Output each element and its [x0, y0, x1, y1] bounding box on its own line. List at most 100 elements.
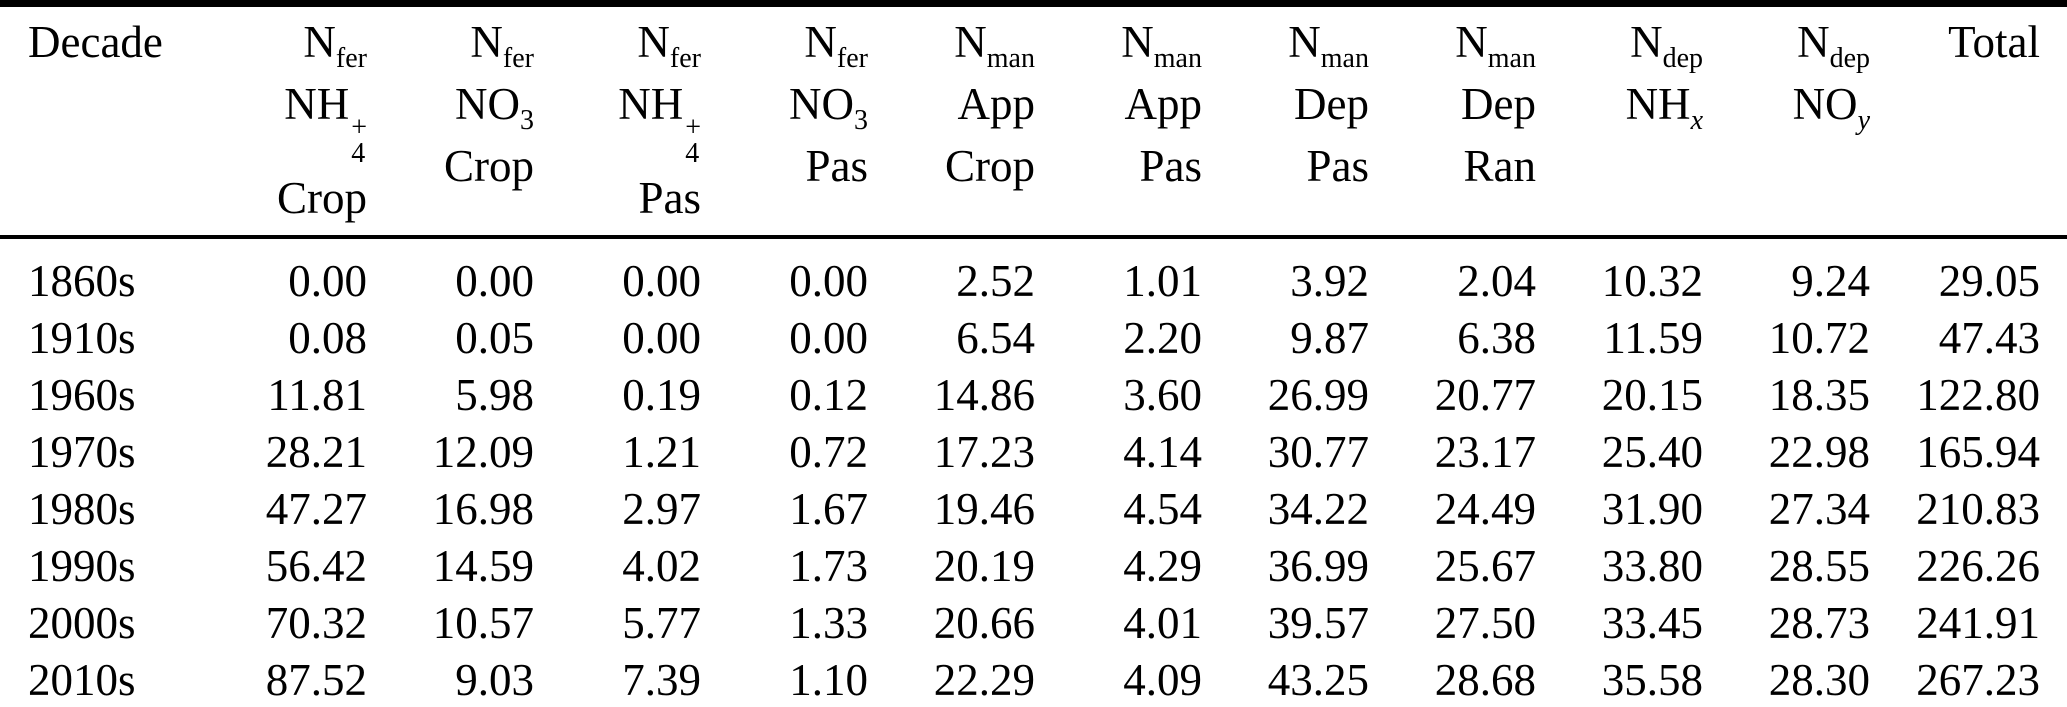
header-text: NH	[284, 79, 350, 129]
header-text: Dep	[1461, 79, 1536, 129]
header-text: N	[1630, 17, 1663, 67]
value-cell: 0.00	[455, 256, 534, 306]
value-cell: 20.15	[1601, 370, 1703, 420]
header-line: Decade	[28, 11, 200, 73]
value-cell: 0.19	[622, 370, 701, 420]
column-header-ndep-noy: Ndep NOy	[1703, 3, 1870, 239]
header-text: App	[1124, 79, 1203, 129]
row-label-decade: 2010s	[28, 655, 136, 705]
value-cell: 1.73	[789, 541, 868, 591]
column-header-nfer-no3-pas: Nfer NO3 Pas	[701, 3, 868, 239]
header-text: N	[470, 17, 503, 67]
value-cell: 165.94	[1916, 427, 2040, 477]
header-line: Pas	[701, 135, 868, 197]
table-row: 1980s 47.27 16.98 2.97 1.67 19.46 4.54 34.22 24.…	[0, 481, 2067, 538]
value-cell: 31.90	[1601, 484, 1703, 534]
header-line: Nfer	[701, 11, 868, 73]
subscript: man	[986, 43, 1035, 74]
value-cell: 25.67	[1434, 541, 1536, 591]
subscript: fer	[836, 43, 868, 74]
header-line: Dep	[1202, 73, 1369, 135]
header-line: Ndep	[1536, 11, 1703, 73]
value-cell: 0.08	[288, 313, 367, 363]
header-text: N	[637, 17, 670, 67]
header-text: Crop	[444, 141, 534, 191]
header-line: Nman	[1369, 11, 1536, 73]
value-cell: 5.77	[622, 598, 701, 648]
value-cell: 9.03	[455, 655, 534, 705]
value-cell: 9.87	[1290, 313, 1369, 363]
header-text: Total	[1948, 17, 2040, 67]
value-cell: 3.92	[1290, 256, 1369, 306]
value-cell: 210.83	[1916, 484, 2040, 534]
value-cell: 1.01	[1123, 256, 1202, 306]
header-line: App	[1035, 73, 1203, 135]
table-row: 1860s 0.00 0.00 0.00 0.00 2.52 1.01 3.92 2.04 10.…	[0, 237, 2067, 310]
value-cell: 241.91	[1916, 598, 2040, 648]
value-cell: 28.73	[1768, 598, 1870, 648]
column-header-nman-app-pas: Nman App Pas	[1035, 3, 1203, 239]
header-text: N	[1121, 17, 1154, 67]
header-line: Nfer	[367, 11, 534, 73]
row-label-decade: 1970s	[28, 427, 136, 477]
value-cell: 33.45	[1601, 598, 1703, 648]
header-text: Crop	[277, 173, 367, 223]
subscript: fer	[502, 43, 534, 74]
header-line: Crop	[200, 167, 367, 229]
header-line: NOy	[1703, 73, 1870, 135]
header-line: NH +4	[200, 73, 367, 169]
value-cell: 87.52	[265, 655, 367, 705]
value-cell: 0.00	[288, 256, 367, 306]
header-text: NO	[789, 79, 854, 129]
value-cell: 0.00	[622, 256, 701, 306]
value-cell: 34.22	[1267, 484, 1369, 534]
value-cell: 24.49	[1434, 484, 1536, 534]
row-label-decade: 1860s	[28, 256, 136, 306]
value-cell: 1.67	[789, 484, 868, 534]
header-line: Nfer	[200, 11, 367, 73]
header-text: NO	[455, 79, 520, 129]
header-text: N	[954, 17, 987, 67]
value-cell: 14.59	[432, 541, 534, 591]
subscript: 4	[351, 138, 366, 169]
value-cell: 1.10	[789, 655, 868, 705]
value-cell: 47.27	[265, 484, 367, 534]
value-cell: 19.46	[933, 484, 1035, 534]
subscript: fer	[335, 43, 367, 74]
column-header-nman-dep-ran: Nman Dep Ran	[1369, 3, 1537, 239]
row-label-decade: 1910s	[28, 313, 136, 363]
subscript: y	[1857, 105, 1870, 136]
value-cell: 0.05	[455, 313, 534, 363]
value-cell: 14.86	[933, 370, 1035, 420]
value-cell: 10.72	[1768, 313, 1870, 363]
header-line: NHx	[1536, 73, 1703, 135]
value-cell: 28.68	[1434, 655, 1536, 705]
value-cell: 26.99	[1267, 370, 1369, 420]
header-text: N	[804, 17, 837, 67]
header-line: Pas	[1202, 135, 1369, 197]
column-header-ndep-nhx: Ndep NHx	[1536, 3, 1703, 239]
value-cell: 4.14	[1123, 427, 1202, 477]
value-cell: 1.21	[622, 427, 701, 477]
value-cell: 2.04	[1457, 256, 1536, 306]
value-cell: 22.98	[1768, 427, 1870, 477]
value-cell: 4.02	[622, 541, 701, 591]
value-cell: 12.09	[432, 427, 534, 477]
value-cell: 25.40	[1601, 427, 1703, 477]
value-cell: 4.29	[1123, 541, 1202, 591]
header-line: Ran	[1369, 135, 1537, 197]
value-cell: 5.98	[455, 370, 534, 420]
header-line: Crop	[868, 135, 1035, 197]
value-cell: 4.01	[1123, 598, 1202, 648]
value-cell: 28.21	[265, 427, 367, 477]
header-line: Pas	[534, 167, 701, 229]
value-cell: 18.35	[1768, 370, 1870, 420]
value-cell: 2.97	[622, 484, 701, 534]
value-cell: 11.81	[267, 370, 367, 420]
value-cell: 0.12	[789, 370, 868, 420]
value-cell: 6.54	[956, 313, 1035, 363]
value-cell: 9.24	[1791, 256, 1870, 306]
sub-sup-stack: +4	[351, 114, 367, 169]
value-cell: 267.23	[1916, 655, 2040, 705]
